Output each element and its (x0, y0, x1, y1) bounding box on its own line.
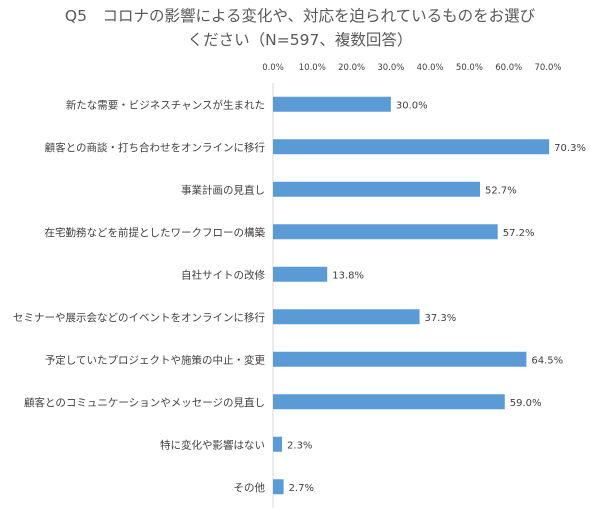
category-label: セミナーや展示会などのイベントをオンラインに移行 (13, 311, 265, 324)
category-label: 顧客とのコミュニケーションやメッセージの見直し (24, 396, 265, 409)
bar (273, 479, 284, 495)
data-label: 57.2% (503, 228, 535, 239)
data-label: 30.0% (396, 100, 428, 111)
x-tick-label: 30.0% (377, 63, 404, 73)
category-label: 自社サイトの改修 (181, 268, 265, 281)
x-tick-label: 50.0% (456, 63, 483, 73)
x-tick-label: 70.0% (534, 63, 561, 73)
x-tick-label: 40.0% (417, 63, 444, 73)
bar (273, 436, 283, 452)
category-label: 予定していたプロジェクトや施策の中止・変更 (45, 353, 266, 366)
x-tick-label: 20.0% (338, 63, 365, 73)
category-label: 新たな需要・ビジネスチャンスが生まれた (66, 98, 265, 111)
x-tick-label: 10.0% (299, 63, 326, 73)
data-label: 2.7% (289, 483, 314, 494)
bar (273, 266, 328, 282)
data-label: 70.3% (554, 143, 586, 154)
category-label: 特に変化や影響はない (160, 438, 265, 451)
bar (273, 139, 550, 155)
x-tick-label: 60.0% (495, 63, 522, 73)
data-label: 59.0% (510, 398, 542, 409)
bars: 新たな需要・ビジネスチャンスが生まれた 30.0% 顧客との商談・打ち合わせをオンラ… (13, 96, 586, 495)
x-tick-label: 0.0% (262, 63, 284, 73)
chart-title-line1: Q5 コロナの影響による変化や、対応を迫られているものをお選び (64, 7, 536, 25)
x-axis-ticks: 0.0% 10.0% 20.0% 30.0% 40.0% 50.0% 60.0% 70.0% (262, 63, 561, 73)
chart-title: Q5 コロナの影響による変化や、対応を迫られているものをお選び ください（N=5… (0, 4, 600, 52)
data-label: 13.8% (332, 270, 364, 281)
bar (273, 394, 505, 410)
data-label: 64.5% (531, 355, 563, 366)
category-label: 顧客との商談・打ち合わせをオンラインに移行 (45, 141, 266, 154)
bar (273, 309, 420, 325)
data-label: 52.7% (485, 185, 517, 196)
bar (273, 224, 498, 240)
data-label: 2.3% (287, 440, 312, 451)
bar (273, 351, 527, 367)
data-label: 37.3% (425, 313, 457, 324)
chart-title-line2: ください（N=597、複数回答） (187, 31, 413, 49)
bar (273, 181, 481, 197)
bar (273, 96, 391, 112)
category-label: 在宅勤務などを前提としたワークフローの構築 (45, 226, 266, 239)
category-label: その他 (234, 481, 266, 494)
category-label: 事業計画の見直し (181, 183, 265, 196)
